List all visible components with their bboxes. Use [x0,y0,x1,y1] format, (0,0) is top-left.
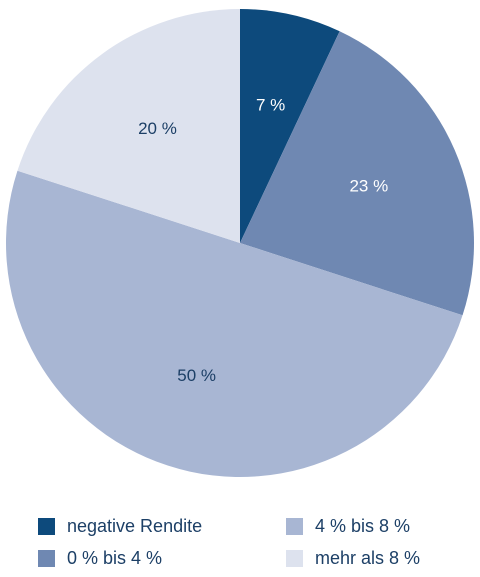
slice-label-2: 50 % [177,366,216,385]
slice-label-3: 20 % [138,119,177,138]
legend-label: negative Rendite [67,516,203,536]
legend-label: 0 % bis 4 % [67,548,163,568]
legend-swatch [38,518,55,535]
slice-label-0: 7 % [256,95,285,114]
legend-label: mehr als 8 % [315,548,421,568]
pie-slice-2 [6,170,463,478]
pie-slice-1 [240,31,474,316]
slice-label-1: 23 % [349,177,388,196]
legend-item-4-bis-8: 4 % bis 8 % [286,516,410,537]
legend-swatch [38,550,55,567]
legend-item-0-bis-4: 0 % bis 4 % [38,548,162,569]
legend-swatch [286,518,303,535]
legend-item-negative-rendite: negative Rendite [38,516,202,537]
legend-item-mehr-als-8: mehr als 8 % [286,548,420,569]
legend-swatch [286,550,303,567]
legend-label: 4 % bis 8 % [315,516,411,536]
pie-chart: 7 % 23 % 50 % 20 % [6,9,474,478]
pie-slice-0 [240,9,340,243]
pie-slice-3 [17,9,241,243]
